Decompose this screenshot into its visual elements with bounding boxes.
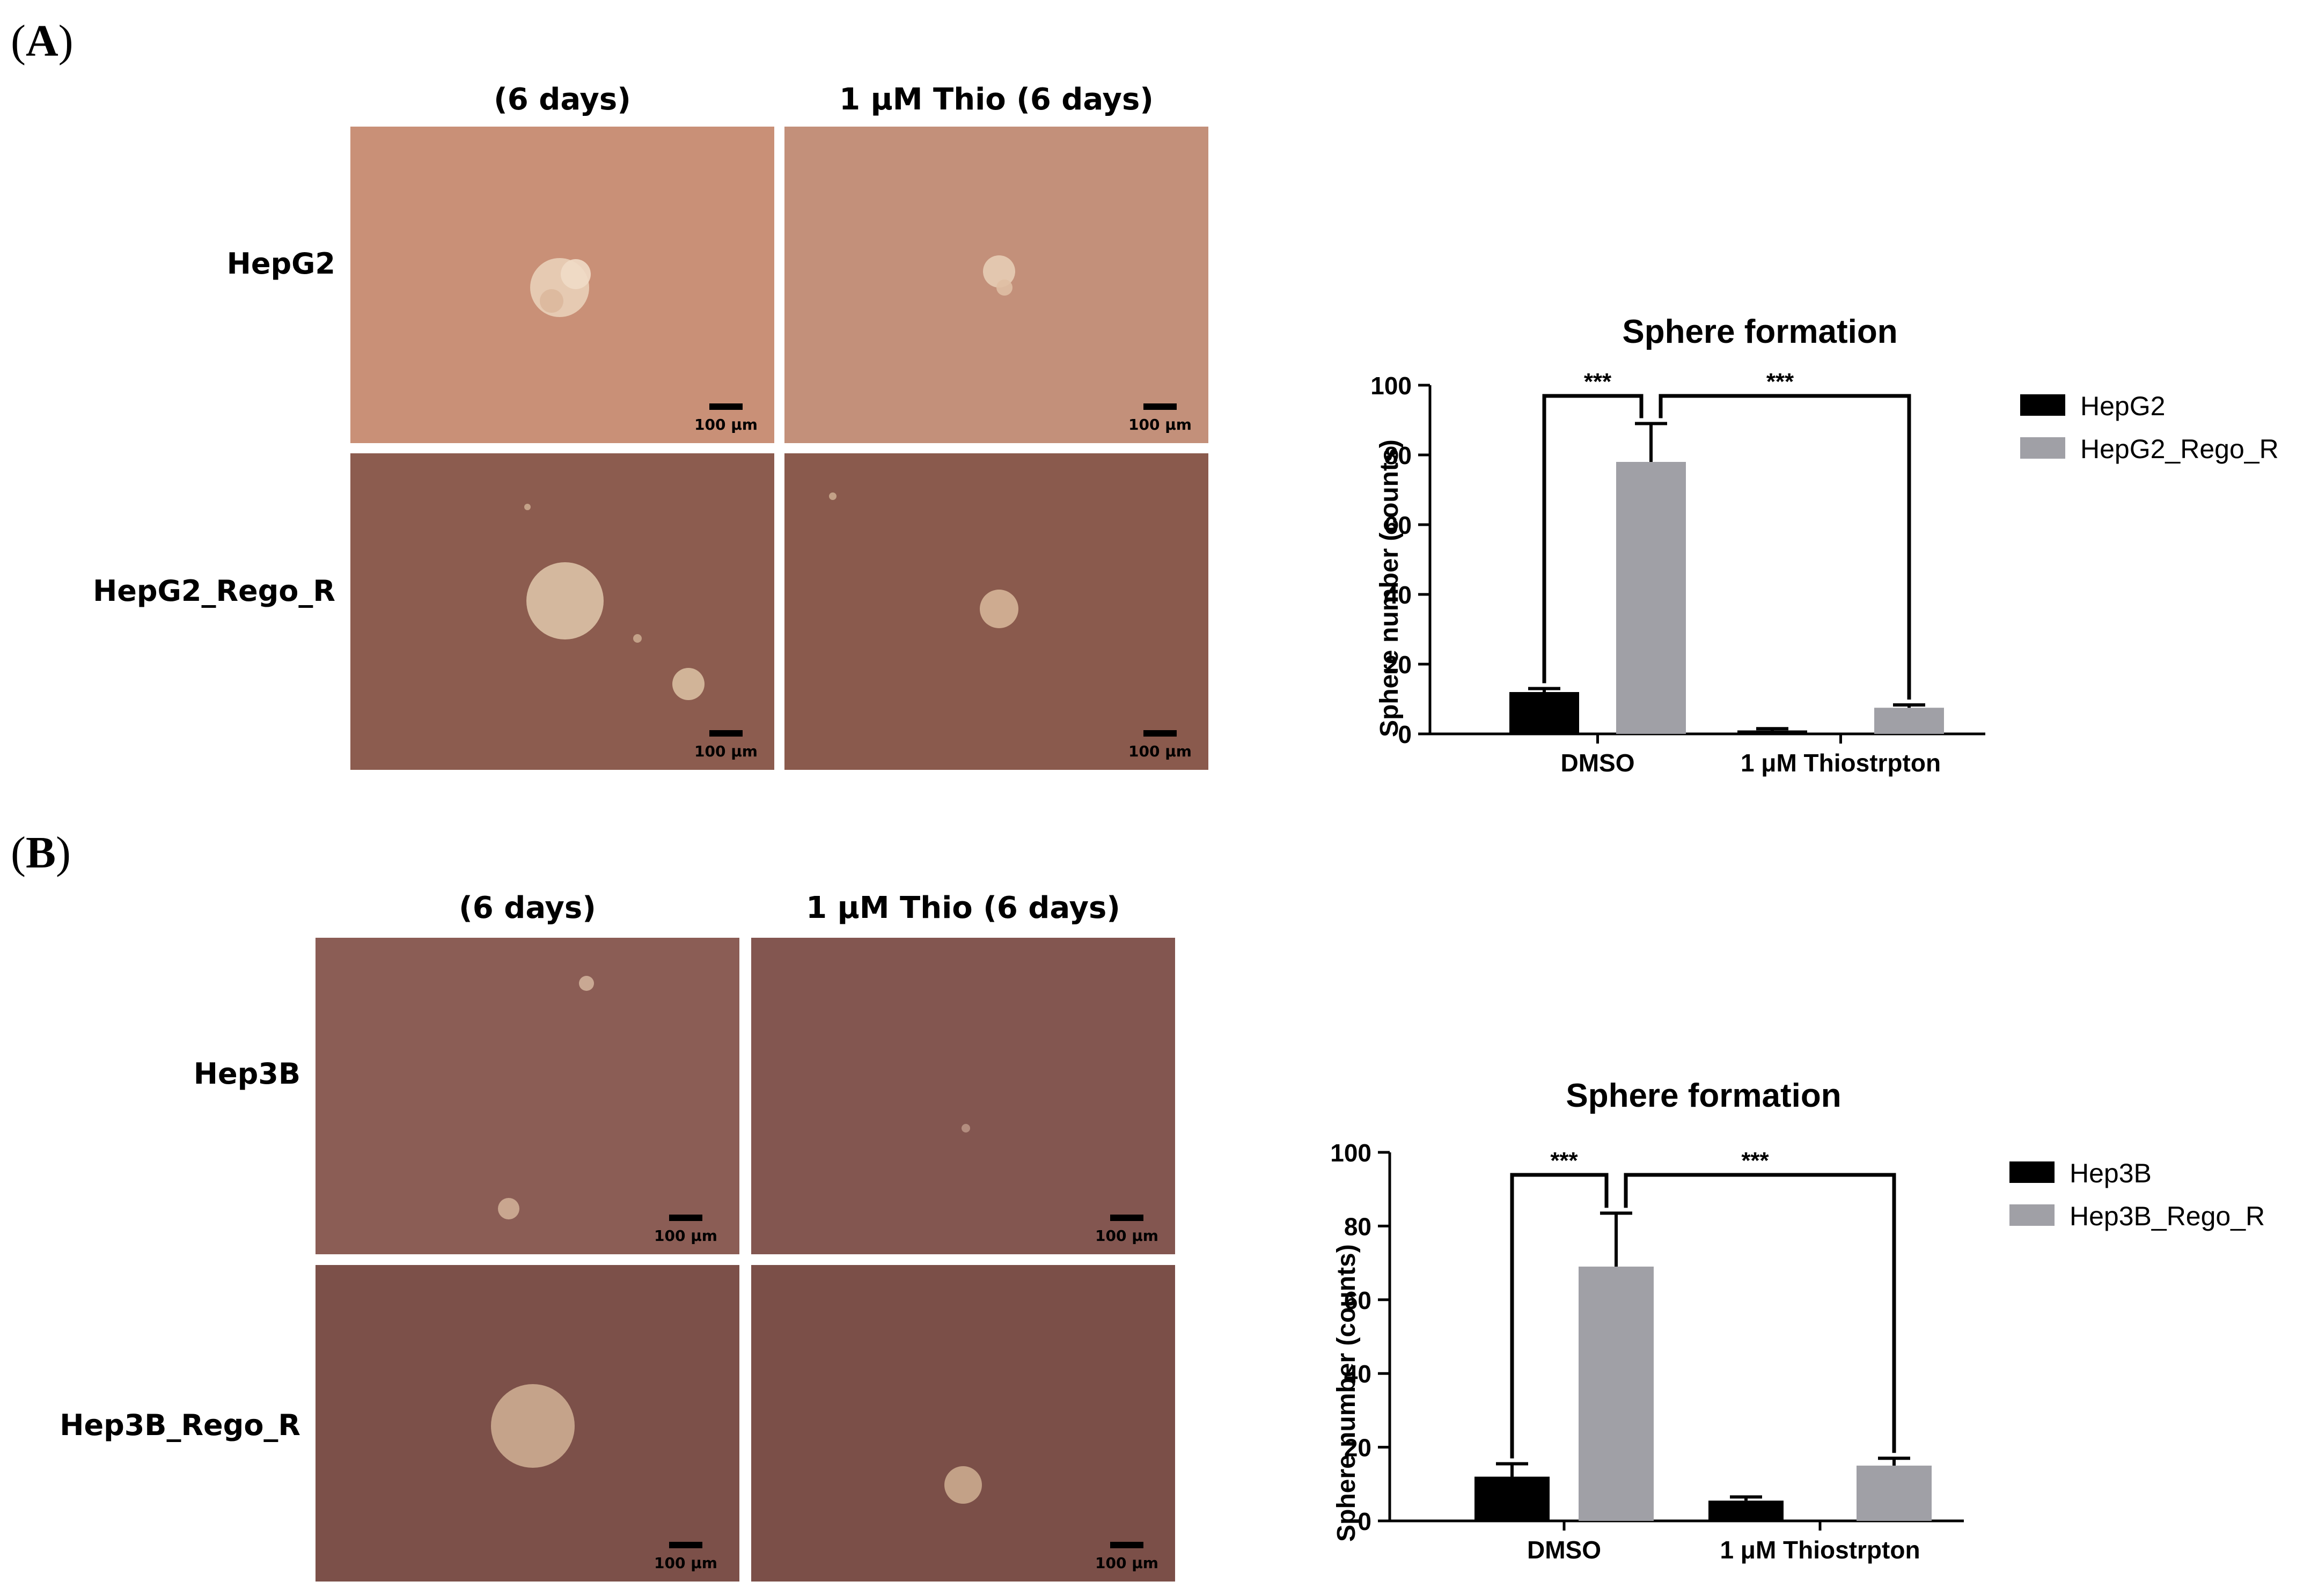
chart-a-plot: 0 20 40 60 80 100 DMSO 1 μM Thiostrpton *** *** <box>1370 369 1985 777</box>
significance-bracket <box>1659 394 1911 700</box>
legend-swatch-hep3b-rego-r <box>2009 1204 2055 1226</box>
legend-label-hep3b: Hep3B <box>2070 1158 2152 1188</box>
chart-b-legend: Hep3B Hep3B_Rego_R <box>2009 1158 2288 1237</box>
bar-hep3b-rego-r-0 <box>1579 1266 1654 1521</box>
micrograph-hep3b-rego-r-control-image <box>491 1384 575 1468</box>
panel-a-letter-text: A <box>25 16 58 66</box>
panel-b-row-label-hep3b-rego-r: Hep3B_Rego_R <box>60 1408 300 1442</box>
chart-a: Sphere formation Sphere number (counts) … <box>1370 313 2288 777</box>
significance-bracket <box>1542 394 1644 683</box>
y-tick-label: 20 <box>1344 1434 1371 1462</box>
legend-label-hepg2: HepG2 <box>2080 391 2166 421</box>
legend-swatch-hepg2 <box>2020 394 2065 416</box>
bar-hep3b-rego-r-1 <box>1857 1465 1932 1521</box>
scale-bar: 100 μm <box>654 1215 718 1244</box>
significance-label: *** <box>1741 1148 1769 1174</box>
scale-bar: 100 μm <box>694 730 758 759</box>
significance-bracket <box>1624 1173 1896 1453</box>
panel-a-col-title-control: (6 days) <box>494 82 631 117</box>
scale-bar-label: 100 μm <box>1095 1554 1158 1572</box>
x-tick-label: 1 μM Thiostrpton <box>1741 749 1941 777</box>
bar-hepg2-0 <box>1509 692 1579 734</box>
panel-b-letter: (B) <box>11 828 71 878</box>
micrograph-hepg2-control: 100 μm <box>350 127 774 443</box>
scale-bar: 100 μm <box>694 403 758 432</box>
panel-b-row-label-hep3b: Hep3B <box>193 1057 300 1091</box>
panel-b-col-title-thio: 1 μM Thio (6 days) <box>806 891 1120 925</box>
scale-bar-label: 100 μm <box>1128 742 1192 760</box>
micrograph-hep3b-control-image <box>498 976 594 1219</box>
bar-hepg2-1 <box>1737 730 1807 734</box>
significance-label: *** <box>1550 1148 1578 1174</box>
micrograph-hepg2-thio-image <box>983 255 1015 296</box>
significance-label: *** <box>1584 369 1612 395</box>
scale-bar: 100 μm <box>1095 1542 1159 1571</box>
micrograph-hep3b-thio-image <box>962 1124 970 1132</box>
panel-a-col-title-thio: 1 μM Thio (6 days) <box>839 82 1154 117</box>
micrograph-hepg2-thio: 100 μm <box>784 127 1208 443</box>
x-tick-label: DMSO <box>1561 749 1635 777</box>
scale-bar-label: 100 μm <box>654 1227 717 1245</box>
significance-bracket <box>1510 1173 1609 1459</box>
micrograph-hep3b-thio: 100 μm <box>751 938 1175 1254</box>
chart-a-legend: HepG2 HepG2_Rego_R <box>2020 391 2288 469</box>
panel-a-letter: (A) <box>11 16 74 66</box>
y-tick-label: 100 <box>1330 1139 1371 1167</box>
x-tick-label: DMSO <box>1527 1536 1601 1564</box>
y-tick-label: 60 <box>1384 511 1412 539</box>
x-tick-label: 1 μM Thiostrpton <box>1720 1536 1920 1564</box>
y-tick-label: 20 <box>1384 651 1412 679</box>
scale-bar-label: 100 μm <box>654 1554 717 1572</box>
micrograph-hep3b-rego-r-control: 100 μm <box>316 1265 739 1582</box>
legend-label-hepg2-rego-r: HepG2_Rego_R <box>2080 434 2279 464</box>
panel-a-row-label-hepg2: HepG2 <box>226 247 335 281</box>
legend-swatch-hep3b <box>2009 1161 2055 1183</box>
micrograph-hep3b-rego-r-thio: 100 μm <box>751 1265 1175 1582</box>
panel-b-letter-text: B <box>25 828 56 878</box>
scale-bar-label: 100 μm <box>694 742 758 760</box>
scale-bar-label: 100 μm <box>1128 416 1192 433</box>
micrograph-hep3b-rego-r-thio-image <box>944 1466 982 1504</box>
y-tick-label: 100 <box>1370 372 1412 400</box>
significance-label: *** <box>1766 369 1794 395</box>
y-tick-label: 0 <box>1398 720 1412 748</box>
scale-bar: 100 μm <box>1095 1215 1159 1244</box>
y-tick-label: 80 <box>1344 1212 1371 1240</box>
bar-hep3b-0 <box>1474 1476 1550 1521</box>
legend-swatch-hepg2-rego-r <box>2020 437 2065 459</box>
scale-bar-label: 100 μm <box>694 416 758 433</box>
micrograph-hepg2-rego-r-control-image <box>524 504 705 700</box>
scale-bar: 100 μm <box>654 1542 718 1571</box>
scale-bar: 100 μm <box>1128 403 1192 432</box>
legend-label-hep3b-rego-r: Hep3B_Rego_R <box>2070 1201 2265 1231</box>
y-tick-label: 0 <box>1358 1507 1371 1535</box>
micrograph-hepg2-control-image <box>530 258 591 317</box>
scale-bar-label: 100 μm <box>1095 1227 1158 1245</box>
micrograph-hep3b-control: 100 μm <box>316 938 739 1254</box>
micrograph-hepg2-rego-r-thio: 100 μm <box>784 453 1208 770</box>
bar-hep3b-1 <box>1708 1501 1784 1521</box>
micrograph-hepg2-rego-r-control: 100 μm <box>350 453 774 770</box>
chart-b-title: Sphere formation <box>1566 1077 1842 1114</box>
micrograph-hepg2-rego-r-thio-image <box>829 492 1018 628</box>
panel-a-row-label-hepg2-rego-r: HepG2_Rego_R <box>93 574 335 608</box>
y-tick-label: 60 <box>1344 1286 1371 1314</box>
y-tick-label: 40 <box>1344 1360 1371 1388</box>
scale-bar: 100 μm <box>1128 730 1192 759</box>
bar-hepg2-rego-r-1 <box>1874 708 1944 734</box>
bar-hepg2-rego-r-0 <box>1616 462 1686 734</box>
chart-a-title: Sphere formation <box>1622 313 1898 350</box>
panel-b-col-title-control: (6 days) <box>459 891 596 925</box>
y-tick-label: 40 <box>1384 581 1412 609</box>
y-tick-label: 80 <box>1384 442 1412 469</box>
